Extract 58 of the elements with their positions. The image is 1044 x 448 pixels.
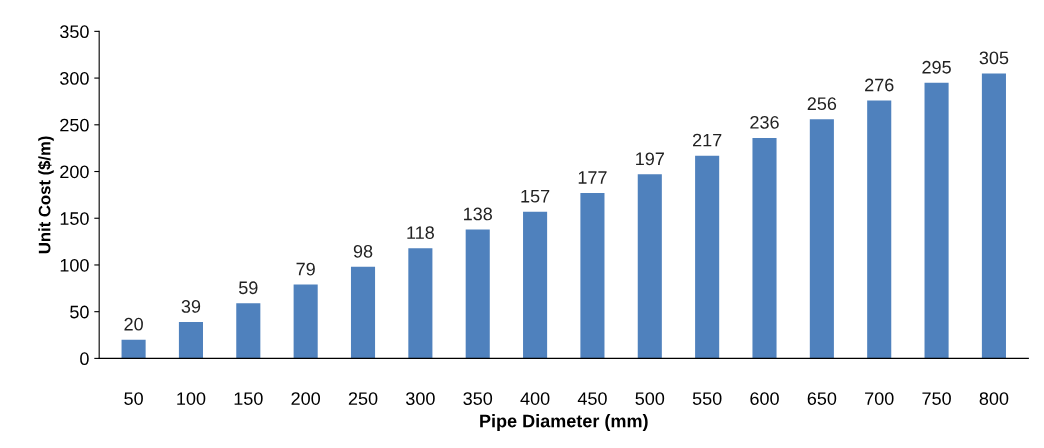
data-label: 20	[124, 317, 143, 331]
data-label: 138	[464, 207, 493, 221]
bar	[981, 73, 1006, 359]
x-tick-label: 300	[406, 392, 435, 405]
bar	[637, 174, 662, 359]
bar	[867, 100, 892, 359]
data-label: 276	[865, 78, 894, 92]
data-label: 157	[521, 189, 550, 203]
bar	[408, 248, 433, 359]
x-tick-label: 800	[979, 392, 1009, 405]
y-tick-label: 350	[60, 25, 89, 39]
x-tick-label: 450	[577, 392, 607, 405]
y-tick-label: 300	[60, 72, 89, 85]
x-tick-label: 50	[124, 392, 143, 405]
bar	[350, 266, 376, 359]
bar	[523, 211, 548, 359]
data-label: 256	[807, 97, 837, 111]
bar	[580, 193, 605, 359]
x-tick-label: 750	[922, 392, 951, 405]
data-label: 197	[636, 152, 664, 166]
data-label: 305	[979, 51, 1009, 65]
x-tick-label: 200	[291, 392, 321, 405]
y-tick-label: 0	[80, 352, 89, 366]
data-label: 236	[750, 115, 779, 129]
bar	[924, 82, 949, 359]
x-tick-label: 250	[348, 392, 378, 405]
y-tick-label: 150	[60, 212, 89, 225]
data-label: 39	[181, 300, 201, 313]
y-tick-label: 250	[60, 118, 89, 132]
x-tick-label: 150	[234, 392, 263, 405]
data-label: 177	[578, 171, 607, 184]
x-tick-label: 350	[463, 392, 493, 405]
data-label: 217	[693, 133, 722, 147]
x-tick-label: 400	[520, 392, 550, 405]
y-tick-label: 200	[60, 165, 89, 179]
x-axis-title: Pipe Diameter (mm)	[480, 414, 648, 431]
data-label: 295	[922, 60, 951, 74]
bar	[293, 284, 318, 359]
y-axis-title: Unit Cost ($/m)	[37, 136, 54, 254]
bar	[178, 321, 203, 359]
x-tick-label: 100	[177, 392, 206, 405]
x-tick-label: 500	[635, 392, 665, 405]
x-tick-label: 550	[692, 392, 722, 405]
data-label: 59	[238, 281, 258, 295]
x-tick-label: 700	[865, 392, 894, 405]
data-label: 98	[353, 244, 373, 258]
data-label: 118	[407, 226, 434, 240]
bar	[465, 229, 490, 359]
y-tick-label: 50	[70, 305, 89, 319]
bar	[695, 155, 720, 359]
data-label: 79	[296, 262, 315, 276]
x-tick-label: 650	[807, 392, 837, 405]
bar	[809, 119, 834, 359]
bar	[236, 303, 261, 359]
bar	[752, 137, 777, 359]
x-tick-label: 600	[750, 392, 779, 405]
bar	[121, 339, 146, 359]
y-tick-label: 100	[60, 258, 89, 272]
